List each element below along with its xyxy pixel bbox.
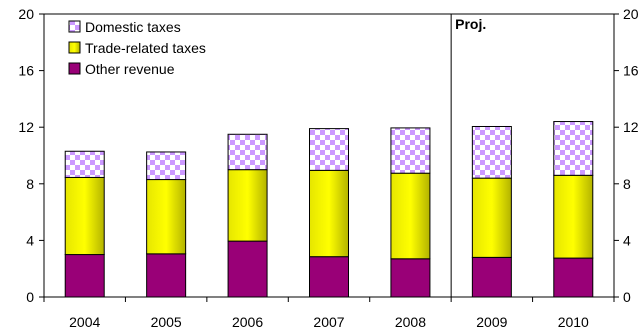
legend-swatch bbox=[68, 20, 81, 33]
y-tick-label: 8 bbox=[26, 176, 34, 192]
y-tick-label: 0 bbox=[26, 289, 34, 305]
bar-segment-trade-related-taxes bbox=[553, 174, 594, 259]
projection-label: Proj. bbox=[455, 16, 486, 32]
bar-segment-other-revenue bbox=[553, 257, 594, 298]
bar-segment-other-revenue bbox=[471, 256, 512, 298]
bar-segment-other-revenue bbox=[146, 253, 187, 298]
y-tick-label: 16 bbox=[18, 63, 34, 79]
legend-label: Domestic taxes bbox=[85, 19, 181, 35]
bar-segment-trade-related-taxes bbox=[146, 179, 187, 255]
right-tick-label: 20 bbox=[623, 6, 638, 22]
bar-segment-other-revenue bbox=[390, 258, 431, 298]
x-tick-label: 2006 bbox=[232, 314, 263, 330]
y-tick-label: 12 bbox=[18, 119, 34, 135]
right-tick-label: 0 bbox=[623, 289, 631, 305]
bar-segment-domestic-taxes bbox=[146, 151, 187, 181]
x-tick-label: 2004 bbox=[69, 314, 100, 330]
legend-swatch bbox=[68, 62, 81, 75]
legend-label: Other revenue bbox=[85, 61, 175, 77]
plot-area: 0 0 4 4 8 8 12 12 16 16 20 20 2004 2005 2006 2007 2008 20… bbox=[18, 6, 638, 330]
bar-segment-trade-related-taxes bbox=[227, 169, 268, 242]
bar-segment-trade-related-taxes bbox=[471, 177, 512, 258]
bar-segment-domestic-taxes bbox=[553, 121, 594, 176]
x-tick-label: 2005 bbox=[151, 314, 182, 330]
y-tick-label: 4 bbox=[26, 232, 34, 248]
bar-segment-domestic-taxes bbox=[64, 150, 105, 178]
x-tick-label: 2009 bbox=[476, 314, 507, 330]
right-tick-label: 8 bbox=[623, 176, 631, 192]
bar-segment-other-revenue bbox=[227, 240, 268, 298]
bar-segment-domestic-taxes bbox=[390, 127, 431, 174]
bar-segment-domestic-taxes bbox=[309, 128, 349, 171]
right-tick-label: 16 bbox=[623, 63, 638, 79]
bar-segment-trade-related-taxes bbox=[64, 176, 105, 256]
legend-swatch bbox=[68, 41, 81, 54]
legend: Domestic taxes Trade-related taxes Other r… bbox=[68, 19, 206, 77]
bar-segment-other-revenue bbox=[309, 256, 349, 298]
bar-segment-domestic-taxes bbox=[227, 133, 268, 171]
bar-segment-trade-related-taxes bbox=[390, 172, 431, 260]
x-tick-label: 2007 bbox=[313, 314, 344, 330]
y-tick-label: 20 bbox=[18, 6, 34, 22]
bar-segment-domestic-taxes bbox=[471, 125, 512, 179]
legend-label: Trade-related taxes bbox=[85, 40, 206, 56]
bar-segment-trade-related-taxes bbox=[309, 169, 349, 258]
x-tick-label: 2008 bbox=[395, 314, 426, 330]
bar-segment-other-revenue bbox=[64, 254, 105, 298]
x-tick-label: 2010 bbox=[558, 314, 589, 330]
right-tick-label: 4 bbox=[623, 232, 631, 248]
right-tick-label: 12 bbox=[623, 119, 638, 135]
